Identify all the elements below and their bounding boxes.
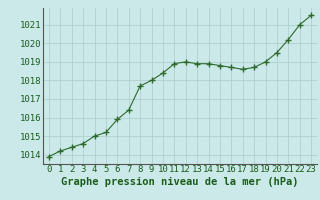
X-axis label: Graphe pression niveau de la mer (hPa): Graphe pression niveau de la mer (hPa) xyxy=(61,177,299,187)
